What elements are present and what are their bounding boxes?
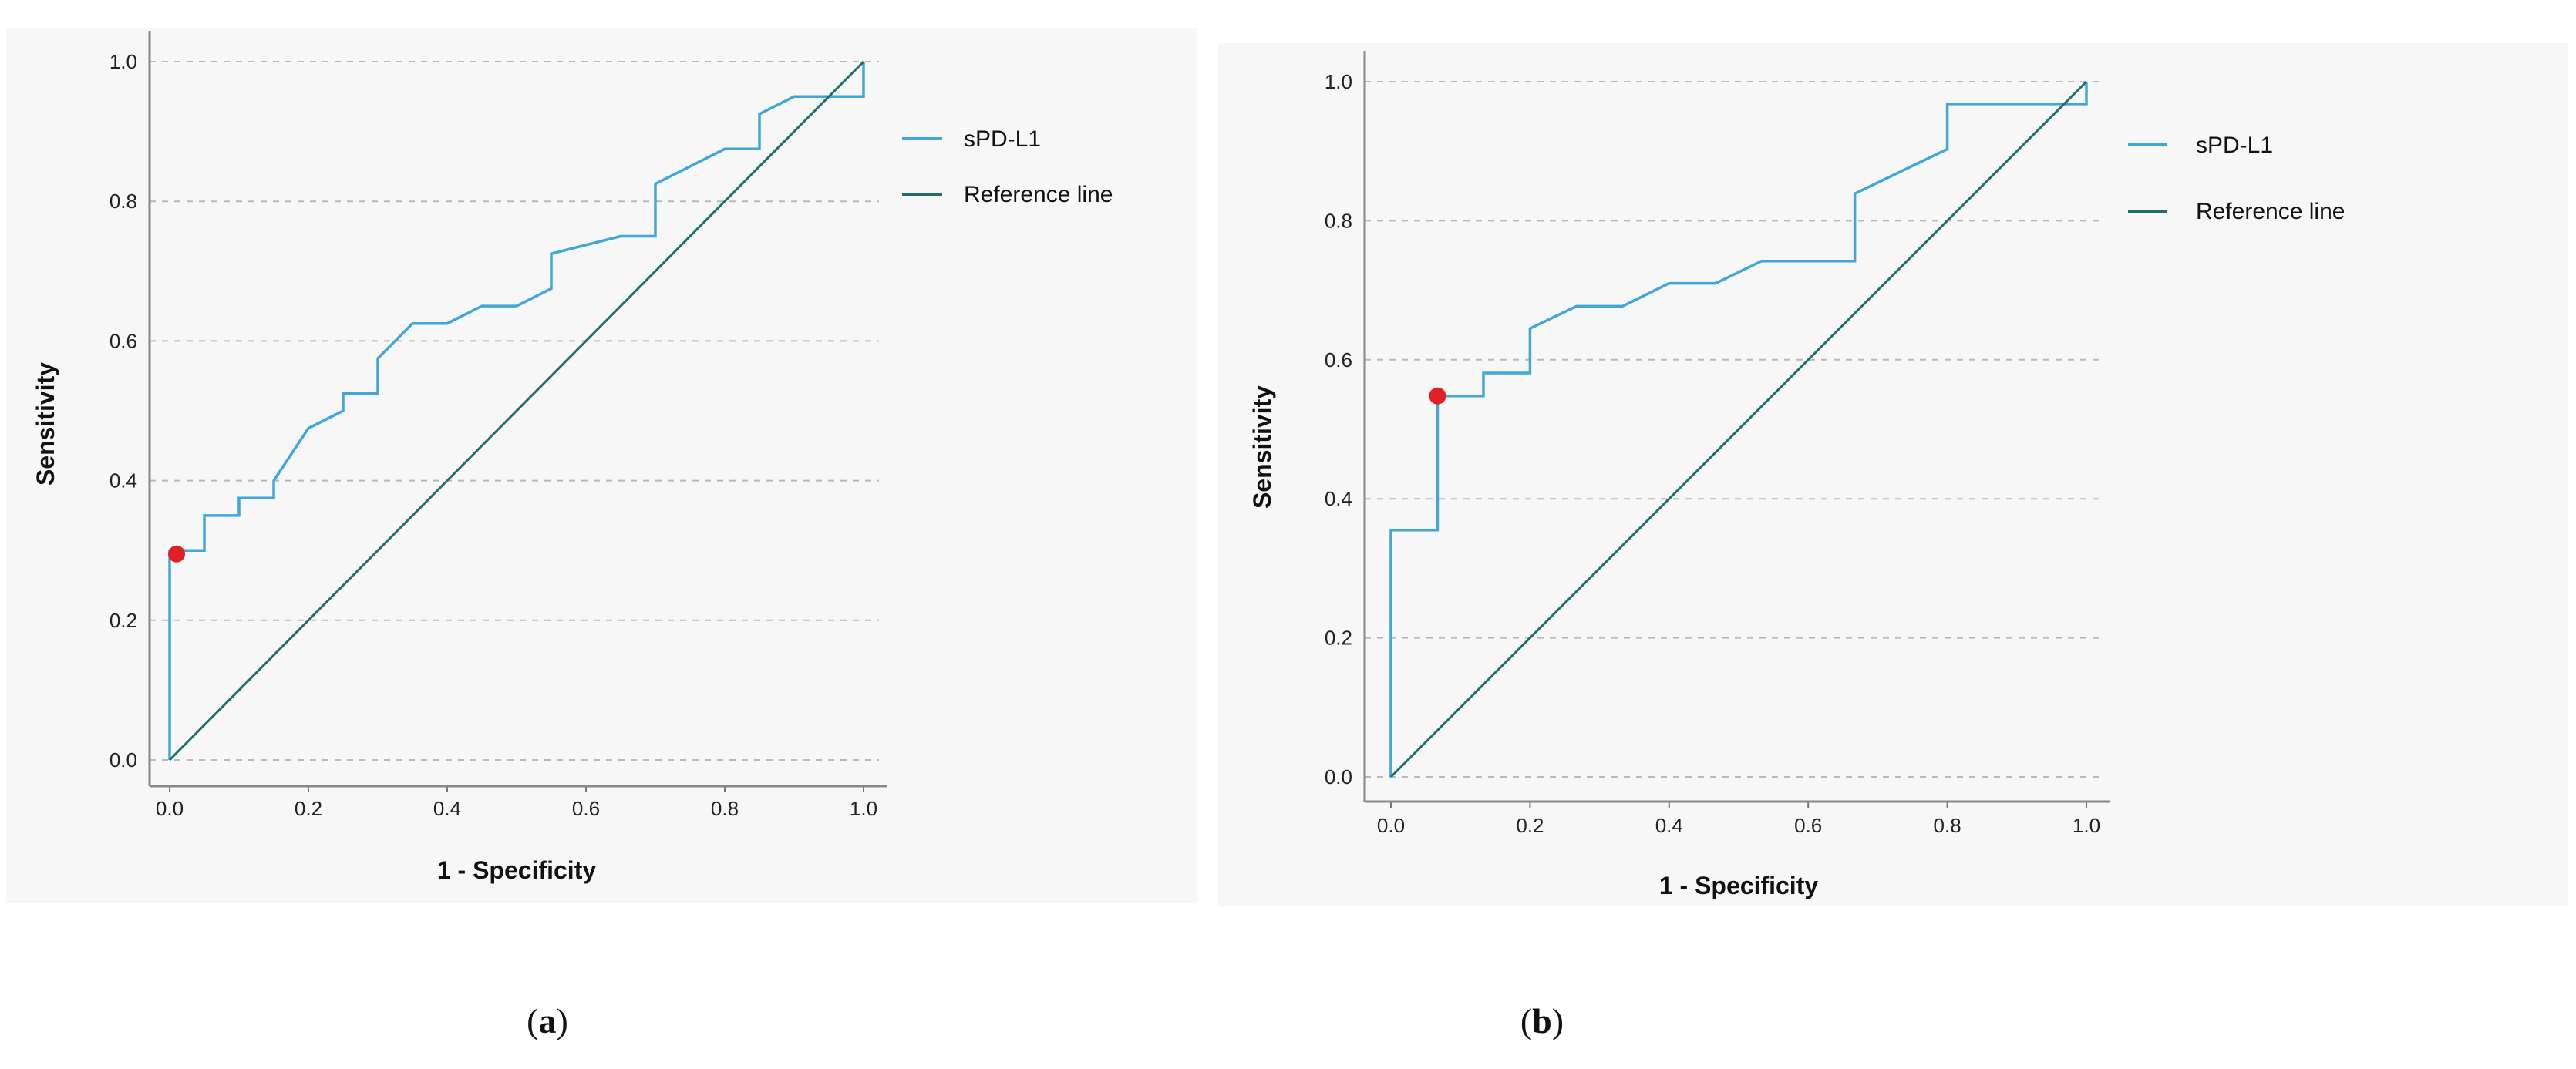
x-tick-label: 0.2	[1516, 814, 1544, 837]
roc-curve-spd-l1	[168, 62, 865, 760]
panel-letter: a	[539, 1001, 557, 1040]
x-tick-label: 1.0	[2073, 814, 2100, 837]
y-tick-label: 0.0	[109, 748, 137, 771]
y-tick-label: 0.4	[1325, 487, 1352, 510]
x-axis-title: 1 - Specificity	[1659, 872, 1819, 899]
x-tick-label: 0.0	[1377, 814, 1405, 837]
legend-label: sPD-L1	[964, 126, 1041, 152]
x-tick-label: 0.4	[433, 797, 461, 820]
reference-line	[168, 60, 865, 761]
panel-label: (a)	[527, 1001, 568, 1040]
y-axis-title: Sensitivity	[32, 362, 59, 486]
y-tick-label: 0.6	[109, 329, 137, 352]
y-tick-label: 0.6	[1325, 348, 1352, 371]
x-tick-label: 0.6	[1794, 814, 1822, 837]
x-tick-label: 0.8	[1934, 814, 1961, 837]
x-tick-label: 0.0	[156, 797, 184, 820]
y-tick-label: 0.2	[109, 609, 137, 632]
chart-panel-a: 0.0 0.2 0.4 0.6 0.8 1.0 0.0 0.2 0.4 0.6 0.8 1.0 1 - …	[6, 28, 1197, 1040]
y-tick-label: 1.0	[109, 50, 137, 73]
x-tick-label: 0.8	[711, 797, 739, 820]
plot-background	[1218, 43, 2568, 906]
y-tick-label: 0.4	[109, 469, 137, 492]
y-tick-label: 1.0	[1325, 70, 1352, 93]
legend-label: Reference line	[2196, 199, 2345, 224]
cutoff-point	[168, 545, 185, 563]
reference-line	[1389, 80, 2088, 778]
x-axis-title: 1 - Specificity	[437, 856, 597, 884]
x-tick-label: 0.4	[1655, 814, 1683, 837]
x-tick-label: 1.0	[850, 797, 877, 820]
legend-label: Reference line	[964, 182, 1113, 207]
panel-label: (b)	[1520, 1001, 1564, 1040]
y-tick-label: 0.2	[1325, 627, 1352, 650]
cutoff-point	[1429, 387, 1446, 405]
y-tick-label: 0.8	[109, 190, 137, 213]
legend-label: sPD-L1	[2196, 133, 2273, 158]
x-tick-label: 0.2	[295, 797, 322, 820]
chart-panel-b: 0.0 0.2 0.4 0.6 0.8 1.0 0.0 0.2 0.4 0.6 0.8 1.0 1 - …	[1218, 43, 2568, 1040]
panel-letter: b	[1532, 1001, 1552, 1040]
plot-background	[6, 28, 1197, 903]
x-tick-label: 0.6	[572, 797, 600, 820]
y-tick-label: 0.8	[1325, 209, 1352, 232]
y-tick-label: 0.0	[1325, 765, 1352, 788]
y-axis-title: Sensitivity	[1248, 385, 1276, 509]
